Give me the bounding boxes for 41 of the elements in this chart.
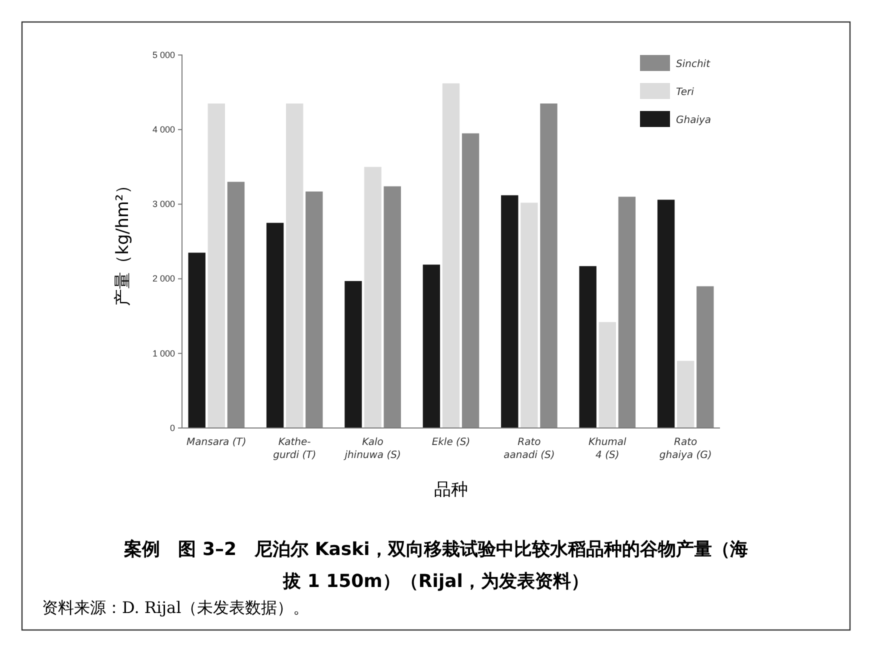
- bar: [579, 266, 596, 428]
- bar: [266, 222, 284, 428]
- bar: [286, 103, 304, 428]
- y-tick-label: 3 000: [152, 199, 175, 210]
- bar: [384, 186, 401, 428]
- bar: [696, 286, 714, 428]
- bar: [306, 192, 323, 428]
- bar: [598, 322, 616, 428]
- bar: [501, 195, 518, 428]
- y-tick-label: 1 000: [152, 348, 175, 358]
- x-tick-label: Rato aanadi (S): [504, 437, 555, 461]
- x-axis-title: 品种: [434, 480, 468, 500]
- legend-label: Teri: [676, 87, 694, 98]
- x-tick-label: Mansara (T): [186, 437, 246, 448]
- bar: [442, 83, 460, 428]
- x-tick-label: Kathe- gurdi (T): [273, 437, 316, 461]
- y-tick-label: 2 000: [152, 274, 175, 284]
- bar: [227, 182, 245, 428]
- bar: [676, 360, 694, 428]
- text: 案例 图 3–2 尼泊尔 Kaski，双向移栽试验中比较水稻品种的谷物产量（海拔 1 150m）（Rijal，为发表资料）: [123, 539, 748, 592]
- bar: [364, 166, 382, 428]
- bar: [208, 103, 226, 428]
- bar: [188, 252, 206, 428]
- text: 资料来源：D. Rijal（未发表数据）。: [42, 598, 310, 617]
- bar: [657, 200, 675, 428]
- y-tick-label: 5 000: [152, 50, 175, 60]
- bar: [422, 264, 440, 428]
- y-tick-label: 0: [170, 422, 175, 433]
- bar: [540, 103, 558, 428]
- x-tick-label: Khumal 4 (S): [588, 437, 627, 461]
- y-tick-label: 4 000: [152, 124, 175, 134]
- legend-label: Sinchit: [676, 59, 712, 70]
- bar: [462, 133, 480, 428]
- x-tick-label: Ekle (S): [432, 437, 470, 448]
- x-tick-label: Rato ghaiya (G): [659, 437, 712, 461]
- legend-label: Ghaiya: [676, 115, 712, 126]
- x-tick-label: Kalo jhinuwa (S): [342, 437, 401, 461]
- y-axis-title: 产量（kg/hm²）: [113, 177, 133, 306]
- bar: [618, 196, 636, 428]
- bar: [344, 281, 362, 428]
- bar: [520, 202, 538, 428]
